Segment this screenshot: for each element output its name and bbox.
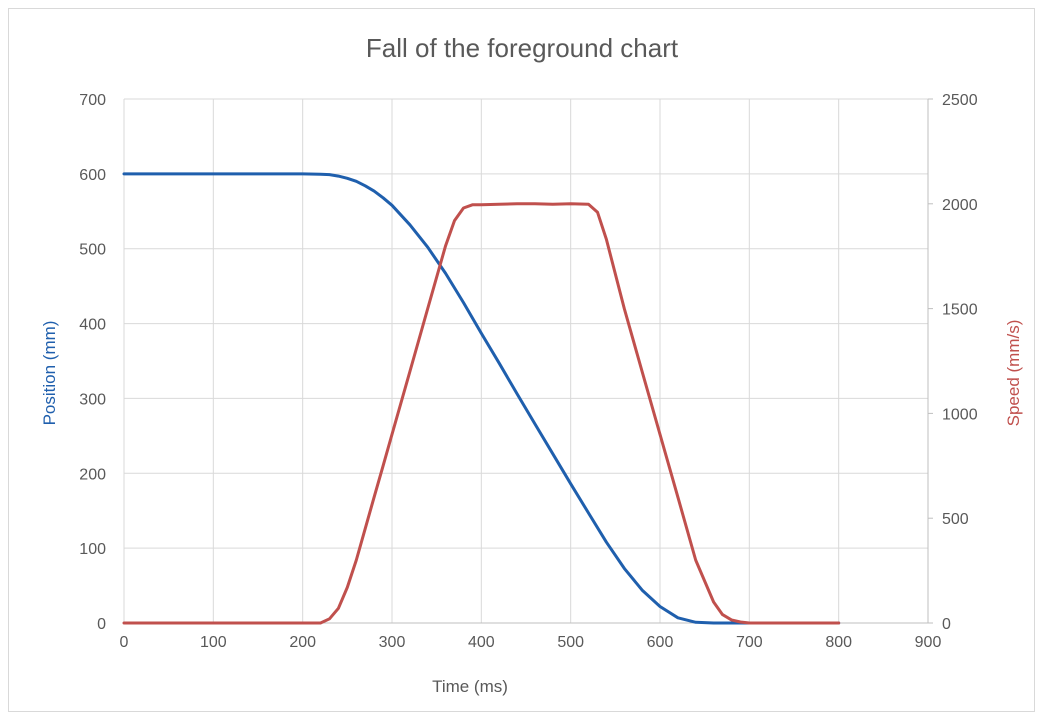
axes (123, 98, 933, 624)
y2-tick-label: 2500 (942, 92, 978, 109)
x-axis-ticks: 0 100 200 300 400 500 600 700 800 900 (120, 634, 942, 651)
y2-tick-label: 500 (942, 511, 969, 528)
y-tick-label: 700 (79, 92, 106, 109)
x-tick-label: 100 (200, 634, 227, 651)
chart-title: Fall of the foreground chart (366, 33, 679, 63)
y2-axis-title: Speed (mm/s) (1004, 320, 1023, 427)
y-tick-label: 200 (79, 466, 106, 483)
series-lines (122, 172, 841, 625)
y2-tick-label: 0 (942, 616, 951, 633)
y2-tick-label: 1000 (942, 406, 978, 423)
x-tick-label: 600 (647, 634, 674, 651)
position-series-line (122, 172, 841, 625)
y-tick-label: 300 (79, 391, 106, 408)
x-tick-label: 0 (120, 634, 129, 651)
y-tick-label: 400 (79, 317, 106, 334)
y2-axis-ticks: 0 500 1000 1500 2000 2500 (942, 92, 978, 633)
chart-svg: Fall of the foreground chart 0 100 200 300 4… (40, 33, 1023, 696)
y2-tick-label: 2000 (942, 197, 978, 214)
y-tick-label: 600 (79, 167, 106, 184)
y-tick-label: 100 (79, 541, 106, 558)
chart-area: Fall of the foreground chart 0 100 200 300 4… (8, 8, 1035, 712)
x-tick-label: 200 (289, 634, 316, 651)
y2-tick-label: 1500 (942, 302, 978, 319)
speed-series-line (122, 202, 841, 625)
x-tick-label: 700 (736, 634, 763, 651)
x-tick-label: 300 (379, 634, 406, 651)
y-axis-title: Position (mm) (40, 321, 59, 426)
y-axis-ticks: 0 100 200 300 400 500 600 700 (79, 92, 106, 633)
x-tick-label: 800 (825, 634, 852, 651)
y-tick-label: 0 (97, 616, 106, 633)
x-axis-title: Time (ms) (432, 677, 508, 696)
x-tick-label: 900 (915, 634, 942, 651)
x-tick-label: 500 (557, 634, 584, 651)
x-tick-label: 400 (468, 634, 495, 651)
grid-lines (124, 98, 928, 623)
y-tick-label: 500 (79, 242, 106, 259)
